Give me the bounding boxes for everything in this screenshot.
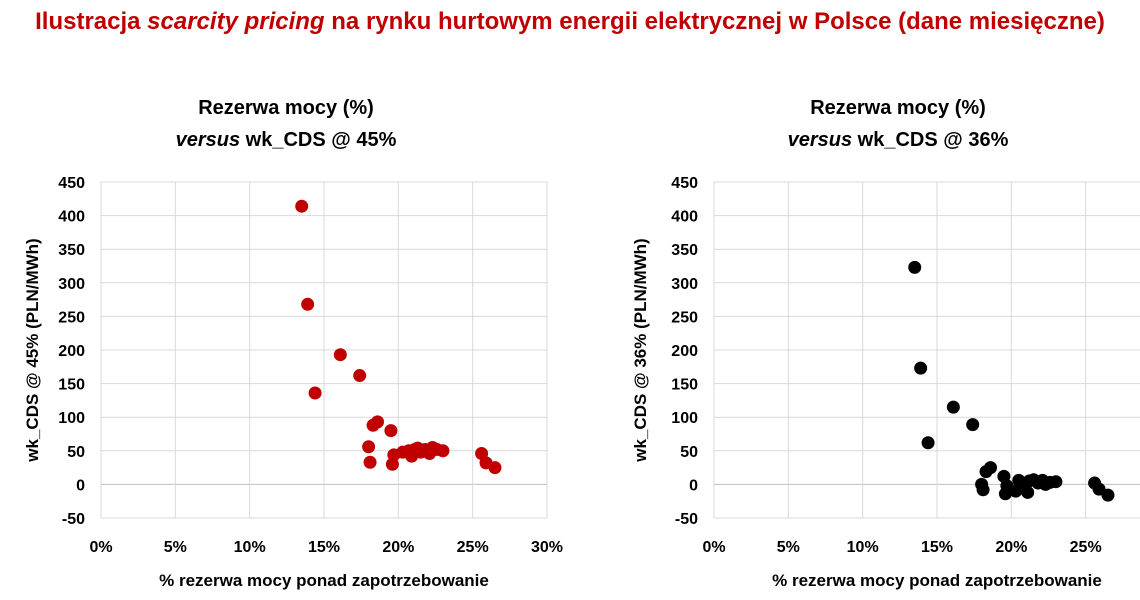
chart2-y-tick-label: 350 — [671, 242, 698, 259]
chart1-title-line2: versus wk_CDS @ 45% — [176, 129, 397, 151]
chart2-y-tick-label: 400 — [671, 209, 698, 226]
chart2-data-point — [908, 261, 921, 274]
chart1-x-tick-label: 5% — [164, 539, 187, 556]
chart1-data-point — [334, 348, 347, 361]
chart1-data-point — [353, 369, 366, 382]
chart1-data-point — [309, 387, 322, 400]
chart1-x-tick-label: 20% — [382, 539, 414, 556]
chart2-title-line2: versus wk_CDS @ 36% — [788, 129, 1009, 151]
chart1-data-point — [362, 440, 375, 453]
chart1-y-tick-label: 100 — [58, 410, 85, 427]
chart1-data-point — [295, 200, 308, 213]
chart1-y-tick-label: 250 — [58, 309, 85, 326]
chart2-y-tick-label: 0 — [689, 477, 698, 494]
chart2-x-tick-label: 0% — [702, 539, 725, 556]
chart2-data-point — [1021, 486, 1034, 499]
chart1-y-tick-label: 150 — [58, 377, 85, 394]
chart2-x-axis-label: % rezerwa mocy ponad zapotrzebowanie — [772, 571, 1102, 590]
chart1-data-point — [488, 461, 501, 474]
chart1-y-tick-label: 350 — [58, 242, 85, 259]
chart1-x-tick-label: 0% — [89, 539, 112, 556]
chart2-title-line1: Rezerwa mocy (%) — [810, 97, 986, 119]
chart1-y-tick-label: -50 — [62, 511, 85, 528]
chart1-x-tick-label: 25% — [457, 539, 489, 556]
chart2-y-tick-label: 450 — [671, 175, 698, 192]
chart2-y-tick-label: 300 — [671, 276, 698, 293]
chart2-y-tick-label: 150 — [671, 377, 698, 394]
chart2-x-tick-label: 20% — [995, 539, 1027, 556]
chart1-data-point — [364, 456, 377, 469]
chart1-x-tick-label: 10% — [234, 539, 266, 556]
chart2-x-tick-label: 25% — [1070, 539, 1102, 556]
chart1-data-point — [301, 298, 314, 311]
scatter-chart-wk-cds-45: Rezerwa mocy (%) versus wk_CDS @ 45% -50 0 5… — [0, 0, 570, 600]
chart2-data-point — [914, 362, 927, 375]
chart2-y-tick-label: 250 — [671, 309, 698, 326]
chart2-y-tick-label: 200 — [671, 343, 698, 360]
chart1-data-point — [384, 424, 397, 437]
chart2-data-point — [922, 436, 935, 449]
chart1-y-tick-label: 400 — [58, 209, 85, 226]
chart2-data-point — [984, 461, 997, 474]
chart1-y-tick-label: 50 — [67, 444, 85, 461]
chart1-title-line1: Rezerwa mocy (%) — [198, 97, 374, 119]
chart2-x-tick-label: 5% — [777, 539, 800, 556]
chart2-x-tick-label: 15% — [921, 539, 953, 556]
chart2-y-tick-label: -50 — [675, 511, 698, 528]
chart2-x-tick-label: 10% — [847, 539, 879, 556]
chart1-y-tick-label: 300 — [58, 276, 85, 293]
chart1-y-axis-label: wk_CDS @ 45% (PLN/MWh) — [23, 238, 42, 462]
chart1-y-tick-label: 200 — [58, 343, 85, 360]
chart2-data-point — [947, 401, 960, 414]
chart1-y-tick-label: 0 — [76, 477, 85, 494]
chart1-data-point — [371, 415, 384, 428]
chart2-y-tick-label: 100 — [671, 410, 698, 427]
chart2-data-point — [1101, 489, 1114, 502]
chart1-x-axis-label: % rezerwa mocy ponad zapotrzebowanie — [159, 571, 489, 590]
chart2-data-point — [1049, 475, 1062, 488]
chart2-y-tick-label: 50 — [680, 444, 698, 461]
chart2-y-axis-label: wk_CDS @ 36% (PLN/MWh) — [631, 238, 650, 462]
chart1-x-tick-label: 15% — [308, 539, 340, 556]
chart1-x-tick-label: 30% — [531, 539, 563, 556]
chart1-y-tick-label: 450 — [58, 175, 85, 192]
chart1-data-point — [436, 444, 449, 457]
chart2-data-point — [966, 418, 979, 431]
chart2-data-point — [977, 483, 990, 496]
scatter-chart-wk-cds-36: Rezerwa mocy (%) versus wk_CDS @ 36% -50 0 5… — [570, 0, 1140, 600]
